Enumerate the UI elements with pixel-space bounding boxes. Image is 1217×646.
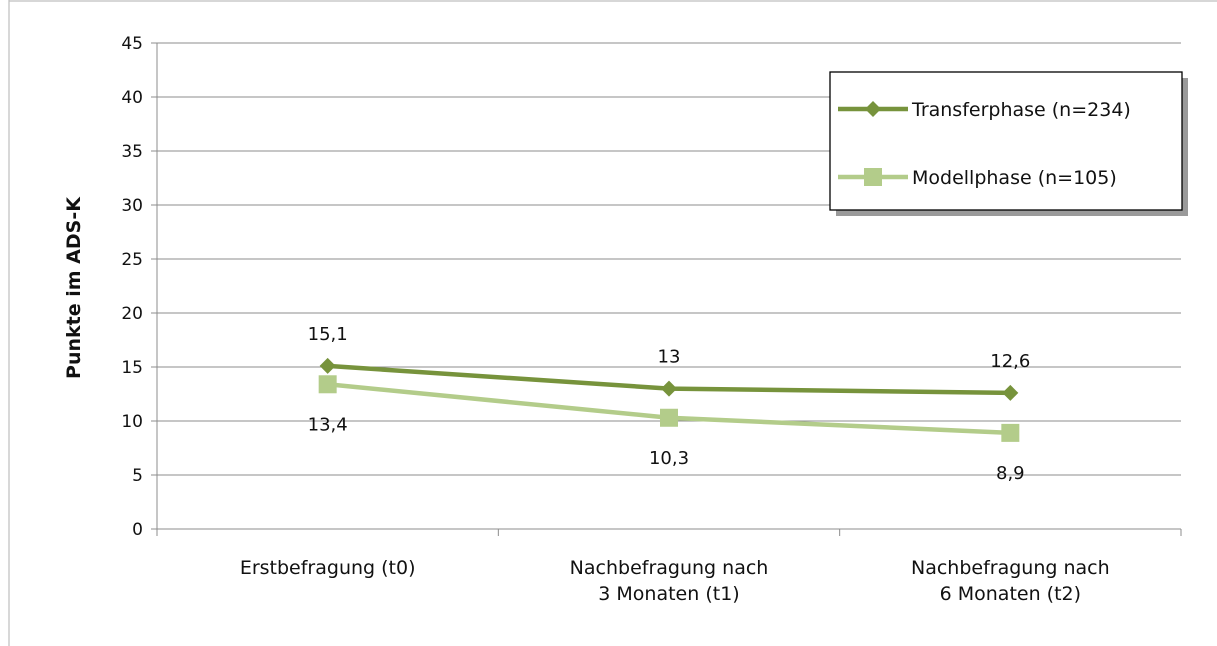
x-category-label: 6 Monaten (t2) <box>940 583 1081 605</box>
data-label: 13,4 <box>308 414 348 435</box>
legend: Transferphase (n=234) Modellphase (n=105) <box>829 71 1188 216</box>
x-category-label: Erstbefragung (t0) <box>240 557 416 579</box>
y-tick-label: 45 <box>121 34 143 54</box>
y-tick-label: 20 <box>121 304 143 324</box>
y-tick-label: 35 <box>121 142 143 162</box>
y-tick-label: 0 <box>132 520 143 540</box>
y-tick-label: 40 <box>121 88 143 108</box>
data-point-diamond <box>1002 384 1019 401</box>
data-point-diamond <box>319 357 336 374</box>
axes <box>151 42 1182 536</box>
series-markers <box>318 357 1020 442</box>
data-point-square <box>318 375 337 394</box>
data-label: 8,9 <box>996 463 1025 484</box>
data-label: 15,1 <box>308 324 348 345</box>
legend-label: Transferphase (n=234) <box>911 99 1131 121</box>
x-category-label: Nachbefragung nach <box>911 557 1110 579</box>
data-point-diamond <box>865 101 881 117</box>
legend-box <box>829 71 1183 211</box>
y-axis-label: Punkte im ADS-K <box>63 196 85 379</box>
y-tick-label: 25 <box>121 250 143 270</box>
x-category-label: Nachbefragung nach <box>570 557 769 579</box>
y-tick-labels: 0 5 10 15 20 25 30 35 40 45 <box>121 34 143 540</box>
data-point-square <box>660 408 678 427</box>
x-category-label: 3 Monaten (t1) <box>598 583 739 605</box>
data-label: 10,3 <box>649 448 689 469</box>
y-tick-label: 15 <box>121 358 143 378</box>
data-point-square <box>1001 423 1020 442</box>
data-label: 12,6 <box>990 351 1030 372</box>
data-point-diamond <box>661 380 677 397</box>
data-labels: 15,1 13 12,6 13,4 10,3 8,9 <box>308 324 1031 484</box>
y-tick-label: 10 <box>121 412 143 432</box>
y-tick-label: 30 <box>121 196 143 216</box>
data-point-square <box>864 168 882 186</box>
legend-label: Modellphase (n=105) <box>912 167 1117 189</box>
y-tick-label: 5 <box>132 466 143 486</box>
data-label: 13 <box>658 347 681 368</box>
x-category-labels: Erstbefragung (t0) Nachbefragung nach 3 Mo… <box>240 557 1110 605</box>
